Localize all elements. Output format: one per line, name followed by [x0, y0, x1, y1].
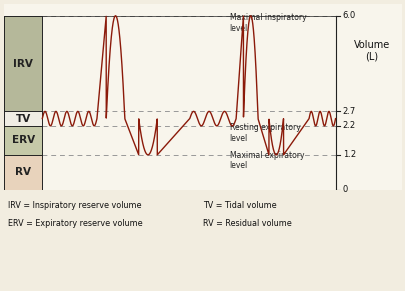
Text: RV = Residual volume: RV = Residual volume [202, 219, 291, 228]
Text: 2.7: 2.7 [342, 107, 355, 116]
Text: ERV = Expiratory reserve volume: ERV = Expiratory reserve volume [8, 219, 143, 228]
Bar [4, 16, 42, 111]
Text: 6.0: 6.0 [342, 11, 355, 20]
Text: Resting expiratory
level: Resting expiratory level [229, 123, 300, 143]
Text: Maximal inspiratory
level: Maximal inspiratory level [229, 13, 305, 33]
Text: TV: TV [15, 113, 31, 124]
Text: TV = Tidal volume: TV = Tidal volume [202, 201, 276, 210]
Text: 0: 0 [342, 185, 347, 194]
Text: IRV: IRV [13, 58, 33, 69]
Bar [4, 111, 42, 126]
Text: 2.2: 2.2 [342, 121, 355, 130]
Text: IRV = Inspiratory reserve volume: IRV = Inspiratory reserve volume [8, 201, 141, 210]
Bar [4, 155, 42, 190]
Text: Maximal expiratory
level: Maximal expiratory level [229, 151, 303, 170]
Text: 1.2: 1.2 [342, 150, 355, 159]
Bar [4, 126, 42, 155]
Text: RV: RV [15, 167, 31, 177]
Text: Volume
(L): Volume (L) [353, 40, 389, 61]
Text: ERV: ERV [12, 135, 35, 145]
